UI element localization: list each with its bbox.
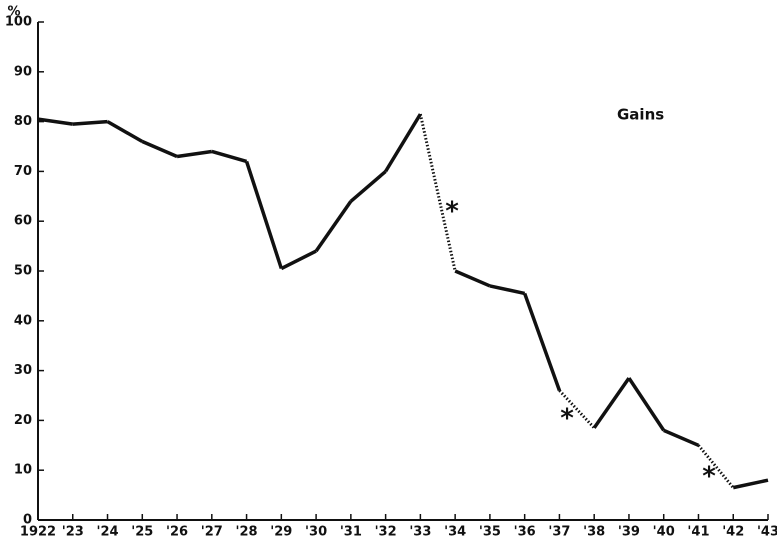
line-segment	[280, 249, 317, 271]
annotation: *	[445, 197, 459, 227]
line-segment	[349, 170, 387, 203]
x-tick-label: '38	[583, 525, 605, 540]
x-tick-label: '34	[444, 525, 466, 540]
y-tick-label: 50	[14, 264, 32, 279]
line-segment-dotted	[418, 113, 457, 272]
line-segment	[141, 139, 178, 159]
line-segment	[627, 377, 666, 432]
x-tick-label: '26	[166, 525, 188, 540]
y-tick-label: 30	[14, 363, 32, 378]
y-tick-label: 80	[14, 114, 32, 129]
y-tick-label: 40	[14, 313, 32, 328]
x-tick-label: '33	[409, 525, 431, 540]
x-tick-label: '25	[131, 525, 153, 540]
y-tick-label: 90	[14, 64, 32, 79]
x-tick-label: '36	[514, 525, 536, 540]
x-tick-label: '23	[62, 525, 84, 540]
y-axis-label: %	[7, 5, 20, 20]
x-tick-label: '39	[618, 525, 640, 540]
x-tick-label: '27	[201, 525, 223, 540]
line-segment-dotted	[558, 389, 596, 429]
x-tick-label: '32	[375, 525, 397, 540]
x-tick-label: '42	[722, 525, 744, 540]
x-tick-label: '41	[687, 525, 709, 540]
line-segment	[211, 149, 248, 164]
line-segment	[384, 113, 422, 173]
line-segment	[314, 200, 353, 253]
x-tick-label: '40	[653, 525, 675, 540]
y-tick-label: 100	[5, 15, 32, 30]
line-segment	[523, 292, 562, 392]
line-segment	[663, 428, 700, 447]
line-segment	[454, 269, 491, 288]
x-tick-label: '28	[236, 525, 258, 540]
line-segment	[176, 149, 213, 159]
line-segment	[732, 478, 769, 490]
x-tick-label: '30	[305, 525, 327, 540]
line-segment	[72, 119, 108, 126]
y-tick-label: 60	[14, 214, 32, 229]
x-tick-label: '35	[479, 525, 501, 540]
y-tick-label: 0	[23, 513, 32, 528]
annotation: *	[702, 462, 716, 492]
x-tick-label: '43	[757, 525, 777, 540]
y-tick-label: 20	[14, 413, 32, 428]
y-tick-label: 70	[14, 164, 32, 179]
line-segment	[244, 160, 283, 270]
annotation: Gains	[617, 106, 664, 124]
line-segment	[106, 120, 144, 144]
line-segment	[489, 284, 526, 296]
x-tick-label: '31	[340, 525, 362, 540]
x-tick-label: '24	[96, 525, 118, 540]
line-segment	[592, 377, 631, 429]
line-segment-dotted	[697, 444, 735, 489]
annotation: *	[560, 404, 574, 434]
y-tick-label: 10	[14, 463, 32, 478]
line-segment	[37, 117, 74, 126]
x-tick-label: '37	[548, 525, 570, 540]
x-tick-label: 1922	[20, 525, 56, 540]
x-tick-label: '29	[270, 525, 292, 540]
